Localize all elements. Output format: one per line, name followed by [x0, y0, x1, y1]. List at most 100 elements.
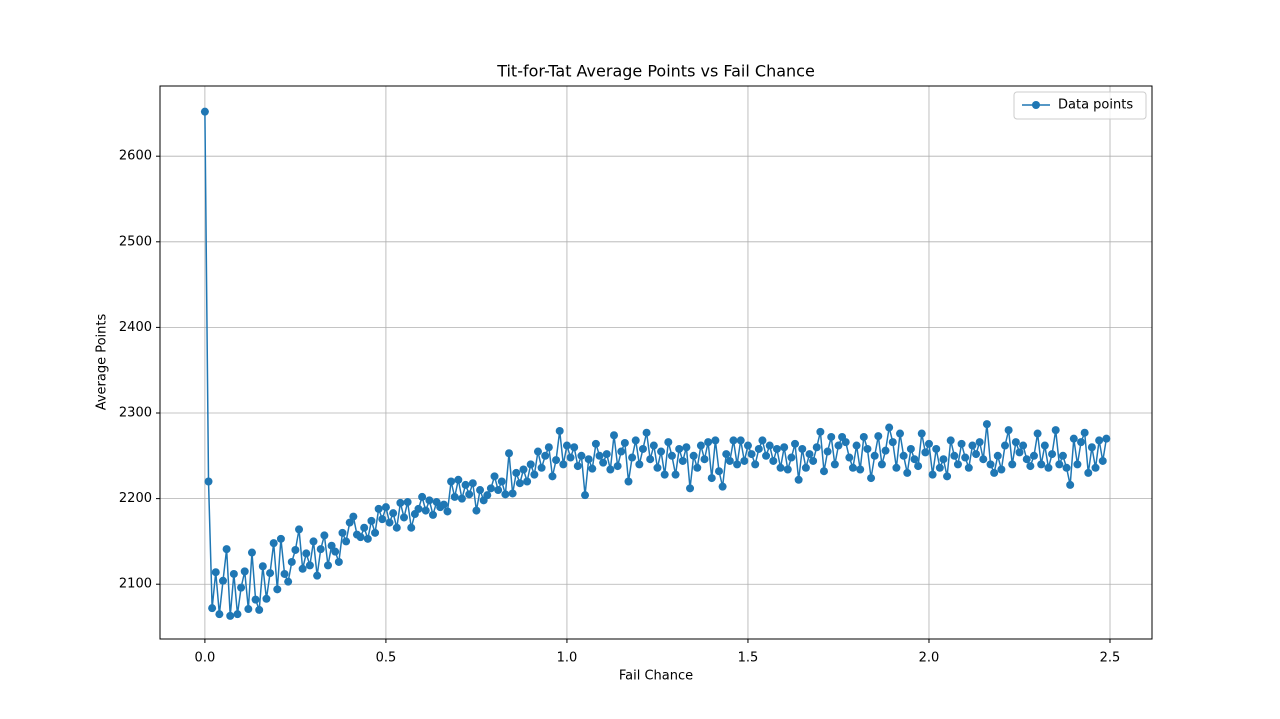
- data-point: [1066, 480, 1075, 489]
- data-point: [570, 443, 579, 452]
- y-tick-label: 2200: [119, 491, 152, 506]
- plot-frame: [159, 85, 1153, 640]
- data-point: [327, 541, 336, 550]
- data-point: [302, 549, 311, 558]
- data-point: [247, 548, 256, 557]
- data-point: [273, 585, 282, 594]
- y-tick-label: 2300: [119, 406, 152, 421]
- data-point: [1044, 463, 1053, 472]
- data-point: [914, 462, 923, 471]
- data-point: [982, 420, 991, 429]
- data-point: [653, 463, 662, 472]
- y-tick-label: 2400: [119, 320, 152, 335]
- data-point: [827, 432, 836, 441]
- data-point: [486, 484, 495, 493]
- data-point: [1062, 463, 1071, 472]
- data-point: [707, 474, 716, 483]
- data-point: [1008, 460, 1017, 469]
- data-point: [595, 451, 604, 460]
- data-point: [1040, 441, 1049, 450]
- data-point: [588, 464, 597, 473]
- data-point: [599, 458, 608, 467]
- data-point: [403, 498, 412, 507]
- data-point: [783, 465, 792, 474]
- y-tick-label: 2600: [119, 149, 152, 164]
- data-point: [378, 515, 387, 524]
- data-point: [867, 474, 876, 483]
- data-line: [204, 111, 1108, 616]
- data-point: [338, 528, 347, 537]
- x-tick-label: 0.0: [195, 651, 216, 666]
- data-point: [316, 545, 325, 554]
- data-point: [903, 468, 912, 477]
- data-point: [320, 531, 329, 540]
- data-point: [693, 463, 702, 472]
- data-point: [859, 432, 868, 441]
- data-point: [258, 562, 267, 571]
- data-point: [700, 455, 709, 464]
- y-tick-label: 2500: [119, 234, 152, 249]
- x-tick-label: 1.0: [557, 651, 578, 666]
- data-point: [454, 475, 463, 484]
- data-point: [323, 561, 332, 570]
- data-point: [298, 564, 307, 573]
- data-point: [946, 436, 955, 445]
- x-tick-label: 1.5: [738, 651, 759, 666]
- legend-box: [1013, 91, 1147, 120]
- data-point: [1022, 455, 1031, 464]
- data-point: [1095, 436, 1104, 445]
- data-point: [280, 569, 289, 578]
- data-point: [892, 463, 901, 472]
- data-point: [381, 503, 390, 512]
- data-point: [805, 450, 814, 459]
- data-point: [1015, 448, 1024, 457]
- data-point: [617, 447, 626, 456]
- data-point: [921, 448, 930, 457]
- data-point: [1091, 463, 1100, 472]
- data-point: [794, 475, 803, 484]
- data-point: [950, 451, 959, 460]
- data-point: [305, 561, 314, 570]
- data-point: [515, 479, 524, 488]
- data-point: [244, 605, 253, 614]
- data-point: [863, 444, 872, 453]
- data-point: [418, 492, 427, 501]
- data-point: [819, 467, 828, 476]
- data-point: [845, 453, 854, 462]
- data-point: [508, 489, 517, 498]
- data-point: [758, 436, 767, 445]
- x-tick-label: 2.5: [1100, 651, 1121, 666]
- data-point: [939, 455, 948, 464]
- data-point: [769, 456, 778, 465]
- data-point: [1037, 460, 1046, 469]
- data-point: [439, 500, 448, 509]
- data-point: [932, 444, 941, 453]
- data-point: [660, 470, 669, 479]
- data-point: [975, 438, 984, 447]
- data-point: [472, 506, 481, 515]
- data-point: [237, 583, 246, 592]
- data-point: [284, 577, 293, 586]
- data-point: [964, 463, 973, 472]
- data-point: [208, 604, 217, 613]
- data-point: [943, 472, 952, 481]
- data-point: [696, 441, 705, 450]
- data-point: [1102, 434, 1111, 443]
- data-point: [396, 498, 405, 507]
- data-point: [736, 436, 745, 445]
- data-point: [447, 477, 456, 486]
- data-point: [476, 486, 485, 495]
- data-point: [200, 107, 209, 116]
- data-point: [1077, 438, 1086, 447]
- data-point: [841, 438, 850, 447]
- data-point: [523, 477, 532, 486]
- data-point: [917, 429, 926, 438]
- data-point: [1055, 460, 1064, 469]
- data-point: [548, 472, 557, 481]
- data-point: [997, 465, 1006, 474]
- data-point: [313, 571, 322, 580]
- data-point: [566, 453, 575, 462]
- data-point: [1051, 426, 1060, 435]
- data-point: [910, 455, 919, 464]
